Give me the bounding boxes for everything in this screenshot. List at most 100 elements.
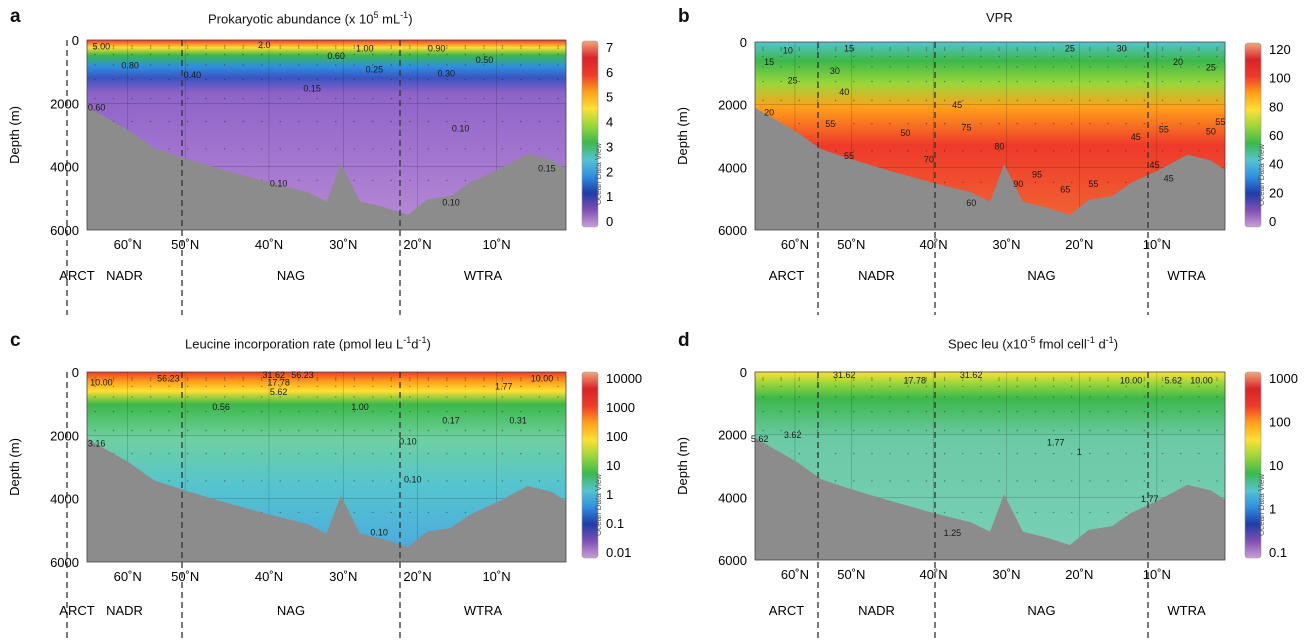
contour-label: 40 xyxy=(839,87,849,97)
sample-dot xyxy=(1071,80,1073,83)
sample-dot xyxy=(1089,385,1091,388)
sample-dot xyxy=(298,148,300,150)
sample-dot xyxy=(1052,429,1055,432)
sample-dot xyxy=(353,385,355,388)
sample-dot xyxy=(557,377,559,379)
sample-dot xyxy=(168,480,170,482)
depth-tick-label: 4000 xyxy=(50,160,79,175)
sample-dot xyxy=(962,99,964,102)
sample-dot xyxy=(446,452,448,455)
sample-dot xyxy=(834,480,837,482)
sample-dot xyxy=(1107,122,1109,125)
sample-dot xyxy=(520,410,522,413)
province-label: NADR xyxy=(858,268,895,283)
sample-dot xyxy=(998,80,1000,83)
title-part: ) xyxy=(1113,336,1119,352)
sample-dot xyxy=(1143,99,1146,102)
sample-dot xyxy=(1016,480,1018,482)
sample-dot xyxy=(223,120,226,123)
sample-dot xyxy=(464,480,467,482)
sample-dot xyxy=(907,377,909,379)
sample-dot xyxy=(943,47,946,49)
sample-dot xyxy=(1016,410,1018,413)
sample-dot xyxy=(168,377,170,379)
sample-dot xyxy=(962,150,964,152)
sample-dot xyxy=(1161,379,1164,381)
plot-frame xyxy=(86,39,567,231)
sample-dot xyxy=(427,410,430,413)
contour-label: 50 xyxy=(900,128,910,138)
sample-dot xyxy=(483,78,485,81)
sample-dot xyxy=(1089,150,1091,152)
sample-dot xyxy=(557,64,559,66)
chart-title: VPR xyxy=(986,10,1013,25)
sample-dot xyxy=(298,53,300,56)
sample-dot xyxy=(186,78,189,81)
title-part: 5 xyxy=(373,10,379,20)
sample-dot xyxy=(131,377,133,379)
sample-dot xyxy=(1198,410,1200,413)
sample-dot xyxy=(316,78,318,81)
sample-dot xyxy=(557,480,559,482)
sample-dot xyxy=(925,429,928,432)
sample-dot xyxy=(279,120,281,123)
sample-dot xyxy=(427,379,430,381)
sample-dot xyxy=(223,452,226,455)
sample-dot xyxy=(962,511,964,514)
sample-dot xyxy=(538,97,541,100)
sample-dot xyxy=(260,120,263,123)
sample-dot xyxy=(925,396,928,398)
colorbar-tick-label: 3 xyxy=(606,139,613,154)
chart-title: Prokaryotic abundance (x 105 mL-1) xyxy=(208,10,413,26)
sample-dot xyxy=(980,396,982,398)
colorbar-tick-label: 0.1 xyxy=(606,516,624,531)
sample-dot xyxy=(409,97,411,100)
sample-dot xyxy=(205,64,207,66)
sample-dot xyxy=(834,385,837,388)
sample-dot xyxy=(1089,452,1091,455)
sample-dot xyxy=(889,80,891,83)
sample-dot xyxy=(1107,377,1109,379)
sample-dot xyxy=(907,396,909,398)
sample-dot xyxy=(1052,66,1055,68)
panel-c: c Leucine incorporation rate (pmol leu L… xyxy=(0,325,658,641)
sample-dot xyxy=(943,410,946,413)
sample-dot xyxy=(464,385,467,388)
latitude-tick-label: 50˚N xyxy=(837,567,865,582)
sample-dot xyxy=(483,47,485,49)
sample-dot xyxy=(943,429,946,432)
sample-dot xyxy=(520,385,522,388)
sample-dot xyxy=(816,49,819,51)
sample-dot xyxy=(925,377,928,379)
sample-dot xyxy=(446,410,448,413)
sample-dot xyxy=(1052,511,1055,514)
sample-dot xyxy=(780,80,782,83)
sample-dot xyxy=(762,55,764,58)
sample-dot xyxy=(205,78,207,81)
sample-dot xyxy=(998,385,1000,388)
sample-dot xyxy=(520,429,522,432)
sample-dot xyxy=(816,80,819,83)
sample-dot xyxy=(834,429,837,432)
sample-dot xyxy=(962,452,964,455)
sample-dot xyxy=(1089,66,1091,68)
sample-dot xyxy=(980,122,982,125)
sample-dot xyxy=(557,120,559,123)
sample-dot xyxy=(427,396,430,398)
sample-dot xyxy=(149,120,152,123)
sample-dot xyxy=(186,410,189,413)
title-part: -5 xyxy=(1027,335,1036,345)
sample-dot xyxy=(242,148,244,150)
contour-label: 50 xyxy=(1206,126,1216,136)
sample-dot xyxy=(186,120,189,123)
sample-dot xyxy=(390,377,393,379)
sample-dot xyxy=(980,181,982,184)
sample-dot xyxy=(925,379,928,381)
sample-dot xyxy=(483,377,485,379)
latitude-tick-label: 10˚N xyxy=(1143,567,1171,582)
sample-dot xyxy=(279,97,281,100)
sample-dot xyxy=(1216,49,1218,51)
contour-label: 1 xyxy=(1077,447,1082,457)
sample-dot xyxy=(780,429,782,432)
sample-dot xyxy=(1052,47,1055,49)
